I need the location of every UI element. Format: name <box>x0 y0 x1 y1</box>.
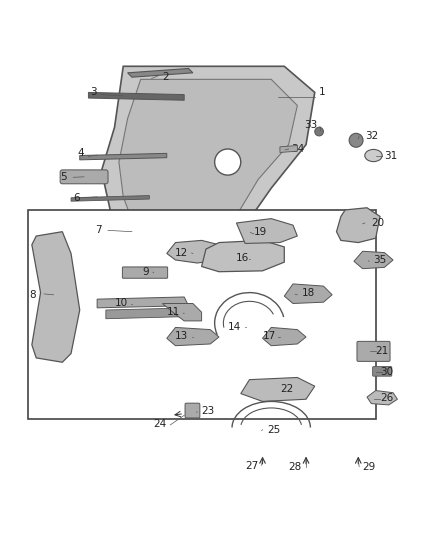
Text: 32: 32 <box>365 131 378 141</box>
Polygon shape <box>102 66 315 258</box>
Text: 8: 8 <box>30 290 36 300</box>
Text: 3: 3 <box>91 87 97 98</box>
FancyBboxPatch shape <box>357 341 390 361</box>
Polygon shape <box>367 391 397 405</box>
Polygon shape <box>167 240 228 263</box>
Text: 19: 19 <box>254 227 267 237</box>
Text: 25: 25 <box>267 425 280 435</box>
FancyBboxPatch shape <box>122 267 168 278</box>
Circle shape <box>315 127 323 136</box>
FancyBboxPatch shape <box>373 367 392 376</box>
Text: 9: 9 <box>143 266 149 277</box>
FancyBboxPatch shape <box>60 170 108 184</box>
Polygon shape <box>354 251 393 269</box>
Polygon shape <box>119 79 297 245</box>
Polygon shape <box>127 68 193 77</box>
Polygon shape <box>32 232 80 362</box>
Text: 18: 18 <box>302 288 315 298</box>
Text: 4: 4 <box>78 148 84 158</box>
Bar <box>28 210 376 419</box>
Text: 6: 6 <box>73 193 80 203</box>
Polygon shape <box>80 154 167 160</box>
Text: 1: 1 <box>319 87 326 98</box>
Text: 22: 22 <box>280 384 293 394</box>
Text: 14: 14 <box>227 321 241 332</box>
Text: 33: 33 <box>304 120 317 130</box>
Polygon shape <box>284 284 332 303</box>
Polygon shape <box>167 327 219 346</box>
Circle shape <box>349 133 363 147</box>
Text: 5: 5 <box>60 172 67 182</box>
Polygon shape <box>97 297 188 308</box>
Text: 23: 23 <box>201 406 215 416</box>
FancyBboxPatch shape <box>185 403 200 418</box>
Text: 10: 10 <box>114 298 127 309</box>
Text: 28: 28 <box>289 462 302 472</box>
Circle shape <box>215 149 241 175</box>
Text: 26: 26 <box>380 393 393 403</box>
Text: 27: 27 <box>245 461 258 471</box>
Text: 17: 17 <box>262 331 276 341</box>
Polygon shape <box>201 240 284 272</box>
Polygon shape <box>88 92 184 100</box>
Polygon shape <box>237 219 297 244</box>
Text: 31: 31 <box>385 150 398 160</box>
Ellipse shape <box>365 149 382 161</box>
Polygon shape <box>336 208 380 243</box>
Polygon shape <box>241 377 315 401</box>
Text: 13: 13 <box>175 331 188 341</box>
Text: 2: 2 <box>162 72 169 82</box>
Text: 16: 16 <box>236 253 250 263</box>
Polygon shape <box>71 196 149 201</box>
Text: 30: 30 <box>380 367 393 377</box>
Text: 21: 21 <box>376 346 389 357</box>
Polygon shape <box>162 303 201 321</box>
Text: 34: 34 <box>291 144 304 154</box>
Polygon shape <box>262 327 306 346</box>
Text: 35: 35 <box>374 255 387 265</box>
Text: 7: 7 <box>95 224 102 235</box>
Text: 11: 11 <box>166 307 180 317</box>
Text: 29: 29 <box>363 462 376 472</box>
Text: 12: 12 <box>175 247 188 257</box>
Polygon shape <box>106 308 188 319</box>
Polygon shape <box>280 146 297 152</box>
Text: 24: 24 <box>154 419 167 429</box>
Text: 20: 20 <box>371 218 385 228</box>
